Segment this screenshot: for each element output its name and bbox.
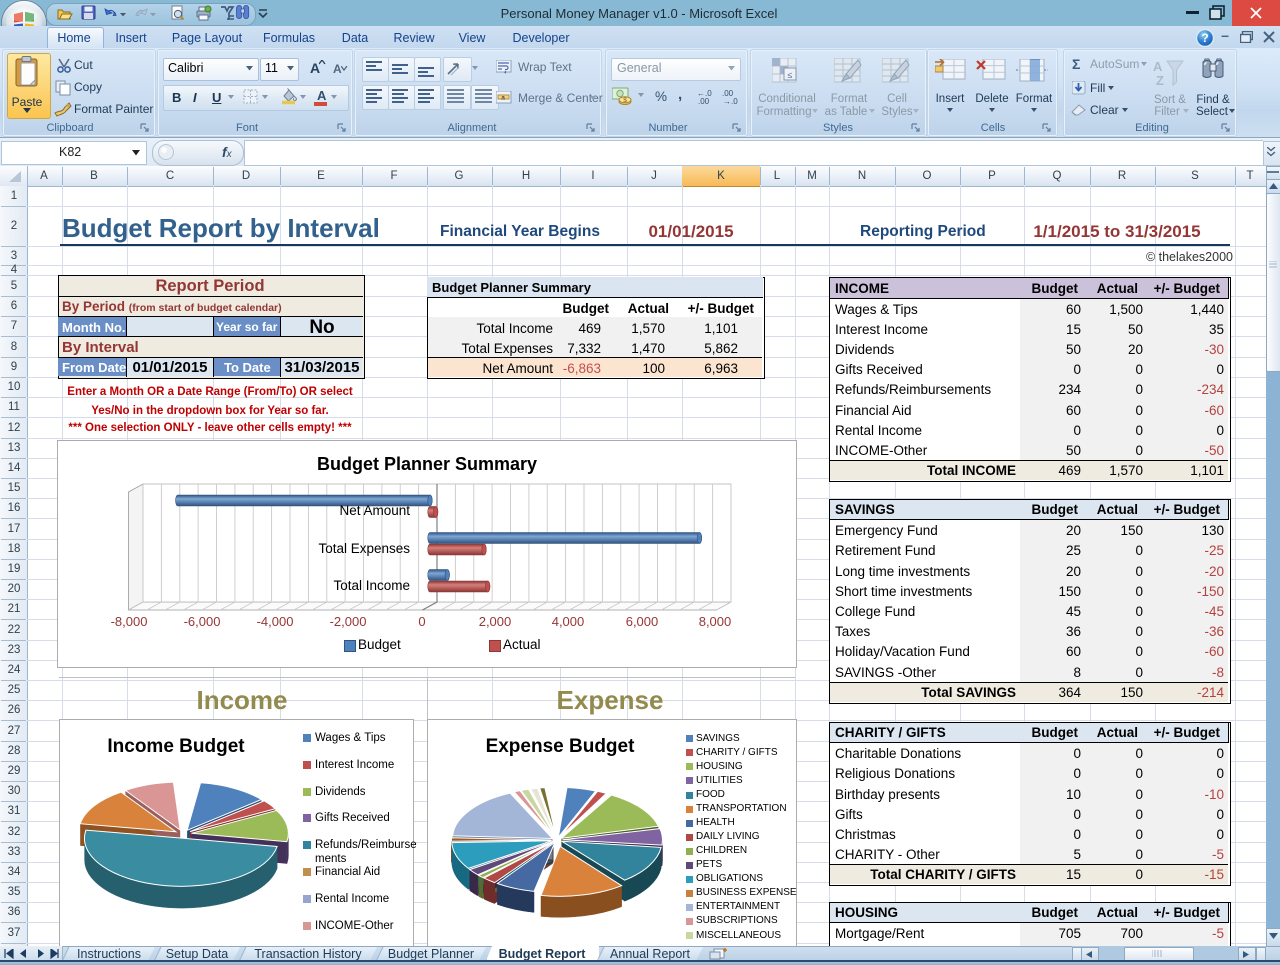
svg-text:?: ? <box>1201 31 1208 45</box>
svg-text:→.0: →.0 <box>723 97 738 105</box>
svg-text:$: $ <box>623 97 627 104</box>
svg-text:.00: .00 <box>722 89 734 98</box>
svg-text:Z: Z <box>1156 73 1164 86</box>
svg-text:a: a <box>501 95 505 102</box>
svg-text:←.0: ←.0 <box>697 89 712 98</box>
svg-text:≤: ≤ <box>788 70 793 80</box>
svg-text:A: A <box>1153 59 1163 74</box>
svg-text:.00: .00 <box>698 97 710 105</box>
